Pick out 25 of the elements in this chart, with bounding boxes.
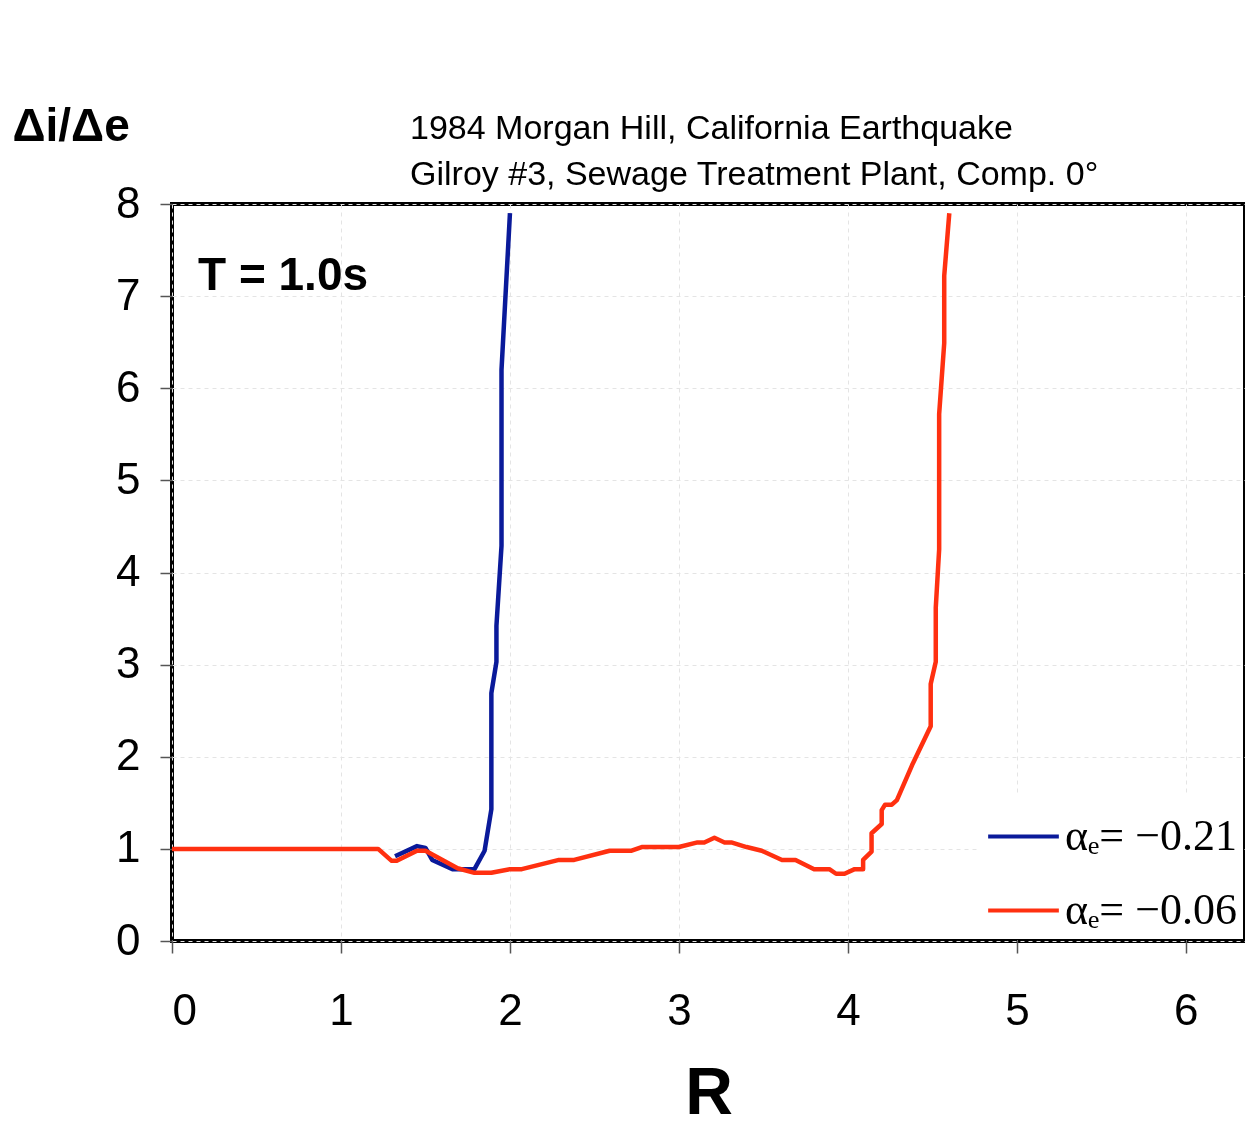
chart-subtitle: Gilroy #3, Sewage Treatment Plant, Comp. 0° xyxy=(410,154,1099,192)
y-tick-label: 3 xyxy=(116,638,141,688)
y-tick-label: 0 xyxy=(116,914,141,964)
y-tick-label: 2 xyxy=(116,730,141,780)
x-tick-label: 0 xyxy=(172,984,197,1034)
line-series xyxy=(392,210,513,872)
legend-label: αₑ= −0.21 xyxy=(1065,810,1237,860)
line-series xyxy=(172,210,952,876)
y-tick-label: 6 xyxy=(116,361,141,411)
y-tick-label: 7 xyxy=(116,269,141,319)
x-axis-title: R xyxy=(685,1053,733,1121)
x-tick-label: 1 xyxy=(329,984,354,1034)
y-tick-label: 8 xyxy=(116,177,141,227)
x-tick-label: 2 xyxy=(498,984,523,1034)
chart-title: 1984 Morgan Hill, California Earthquake xyxy=(410,108,1013,146)
y-tick-label: 4 xyxy=(116,546,141,595)
x-tick-label: 3 xyxy=(667,984,692,1034)
x-tick-label: 5 xyxy=(1005,984,1030,1034)
y-axis-title: Δi/Δe xyxy=(12,98,130,151)
annotation: T = 1.0s xyxy=(198,248,369,300)
legend-label: αₑ= −0.06 xyxy=(1065,884,1237,934)
y-tick-label: 5 xyxy=(116,453,141,503)
x-tick-label: 4 xyxy=(836,984,861,1034)
x-tick-label: 6 xyxy=(1174,984,1199,1034)
y-tick-label: 1 xyxy=(116,822,141,872)
